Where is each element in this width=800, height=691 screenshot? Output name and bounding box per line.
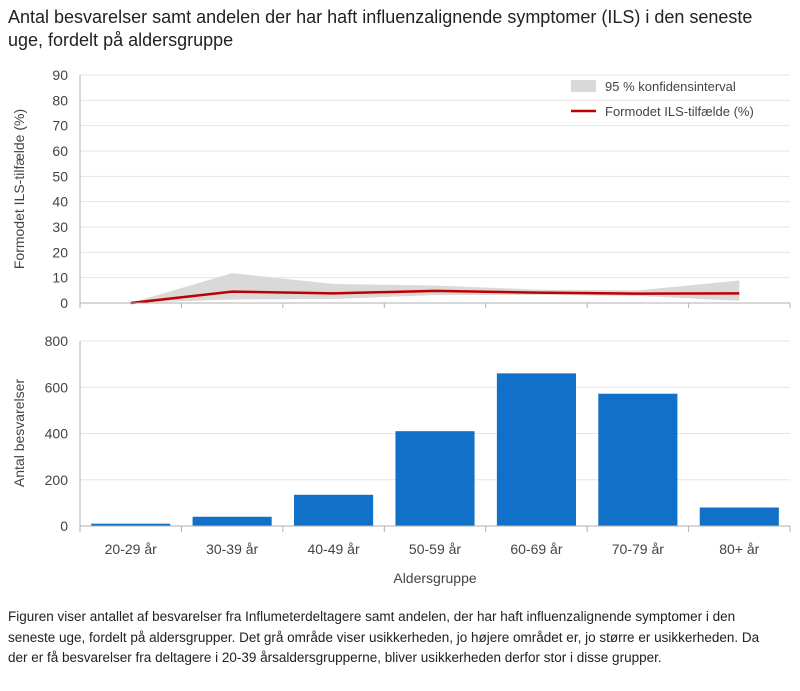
bar bbox=[294, 494, 374, 526]
bars-layer bbox=[91, 373, 779, 526]
chart-title: Antal besvarelser samt andelen der har h… bbox=[8, 7, 753, 50]
top-y-tick-label: 80 bbox=[52, 92, 68, 108]
top-y-tick-label: 10 bbox=[52, 270, 68, 286]
top-y-tick-label: 40 bbox=[52, 194, 68, 210]
x-axis-label: Aldersgruppe bbox=[393, 570, 476, 586]
top-y-axis-label: Formodet ILS-tilfælde (%) bbox=[11, 109, 27, 269]
x-tick-label: 80+ år bbox=[719, 541, 759, 557]
x-tick-label: 70-79 år bbox=[612, 541, 664, 557]
bar bbox=[598, 393, 678, 526]
bottom-y-tick-label: 200 bbox=[45, 472, 69, 488]
top-y-tick-label: 90 bbox=[52, 67, 68, 83]
responses-bar-chart: 0 200 400 600 800 20-29 år 30-39 år 40-49 år 50… bbox=[11, 333, 791, 586]
x-tick-label: 60-69 år bbox=[510, 541, 562, 557]
bottom-y-tick-label: 0 bbox=[60, 518, 68, 534]
bar bbox=[395, 431, 475, 526]
ils-line-layer bbox=[130, 289, 740, 305]
bar bbox=[91, 523, 171, 526]
legend-label-line: Formodet ILS-tilfælde (%) bbox=[605, 104, 754, 119]
x-tick-labels: 20-29 år 30-39 år 40-49 år 50-59 år 60-69 år… bbox=[105, 541, 760, 557]
top-gridlines bbox=[80, 74, 790, 279]
legend-swatch-ci bbox=[571, 80, 596, 92]
bottom-y-axis-label: Antal besvarelser bbox=[11, 379, 27, 488]
x-tick-label: 50-59 år bbox=[409, 541, 461, 557]
legend: 95 % konfidensinterval Formodet ILS-tilf… bbox=[571, 79, 754, 119]
top-y-tick-label: 50 bbox=[52, 168, 68, 184]
bottom-y-tick-labels: 0 200 400 600 800 bbox=[45, 333, 69, 534]
figure-caption: Figuren viser antallet af besvarelser fr… bbox=[8, 609, 760, 665]
x-tick-label: 30-39 år bbox=[206, 541, 258, 557]
bar bbox=[192, 516, 272, 526]
bar bbox=[496, 373, 576, 526]
ils-line-chart: 0 10 20 30 40 50 60 70 80 90 Formodet ILS-tilfæld… bbox=[11, 67, 791, 311]
top-y-tick-label: 20 bbox=[52, 244, 68, 260]
legend-label-ci: 95 % konfidensinterval bbox=[605, 79, 736, 94]
bottom-y-tick-label: 800 bbox=[45, 333, 69, 349]
top-y-tick-label: 60 bbox=[52, 143, 68, 159]
top-y-tick-label: 30 bbox=[52, 219, 68, 235]
top-y-tick-label: 0 bbox=[60, 295, 68, 311]
top-y-tick-labels: 0 10 20 30 40 50 60 70 80 90 bbox=[52, 67, 68, 311]
bar bbox=[699, 507, 779, 526]
bottom-y-tick-label: 400 bbox=[45, 426, 69, 442]
bottom-y-tick-label: 600 bbox=[45, 379, 69, 395]
chart-canvas: 0 10 20 30 40 50 60 70 80 90 Formodet ILS-tilfæld… bbox=[11, 67, 791, 586]
top-y-tick-label: 70 bbox=[52, 118, 68, 134]
bottom-axes bbox=[79, 341, 791, 532]
confidence-band-layer bbox=[130, 273, 740, 303]
confidence-band bbox=[130, 273, 740, 303]
x-tick-label: 40-49 år bbox=[307, 541, 359, 557]
top-axes bbox=[79, 75, 791, 308]
x-tick-label: 20-29 år bbox=[105, 541, 157, 557]
